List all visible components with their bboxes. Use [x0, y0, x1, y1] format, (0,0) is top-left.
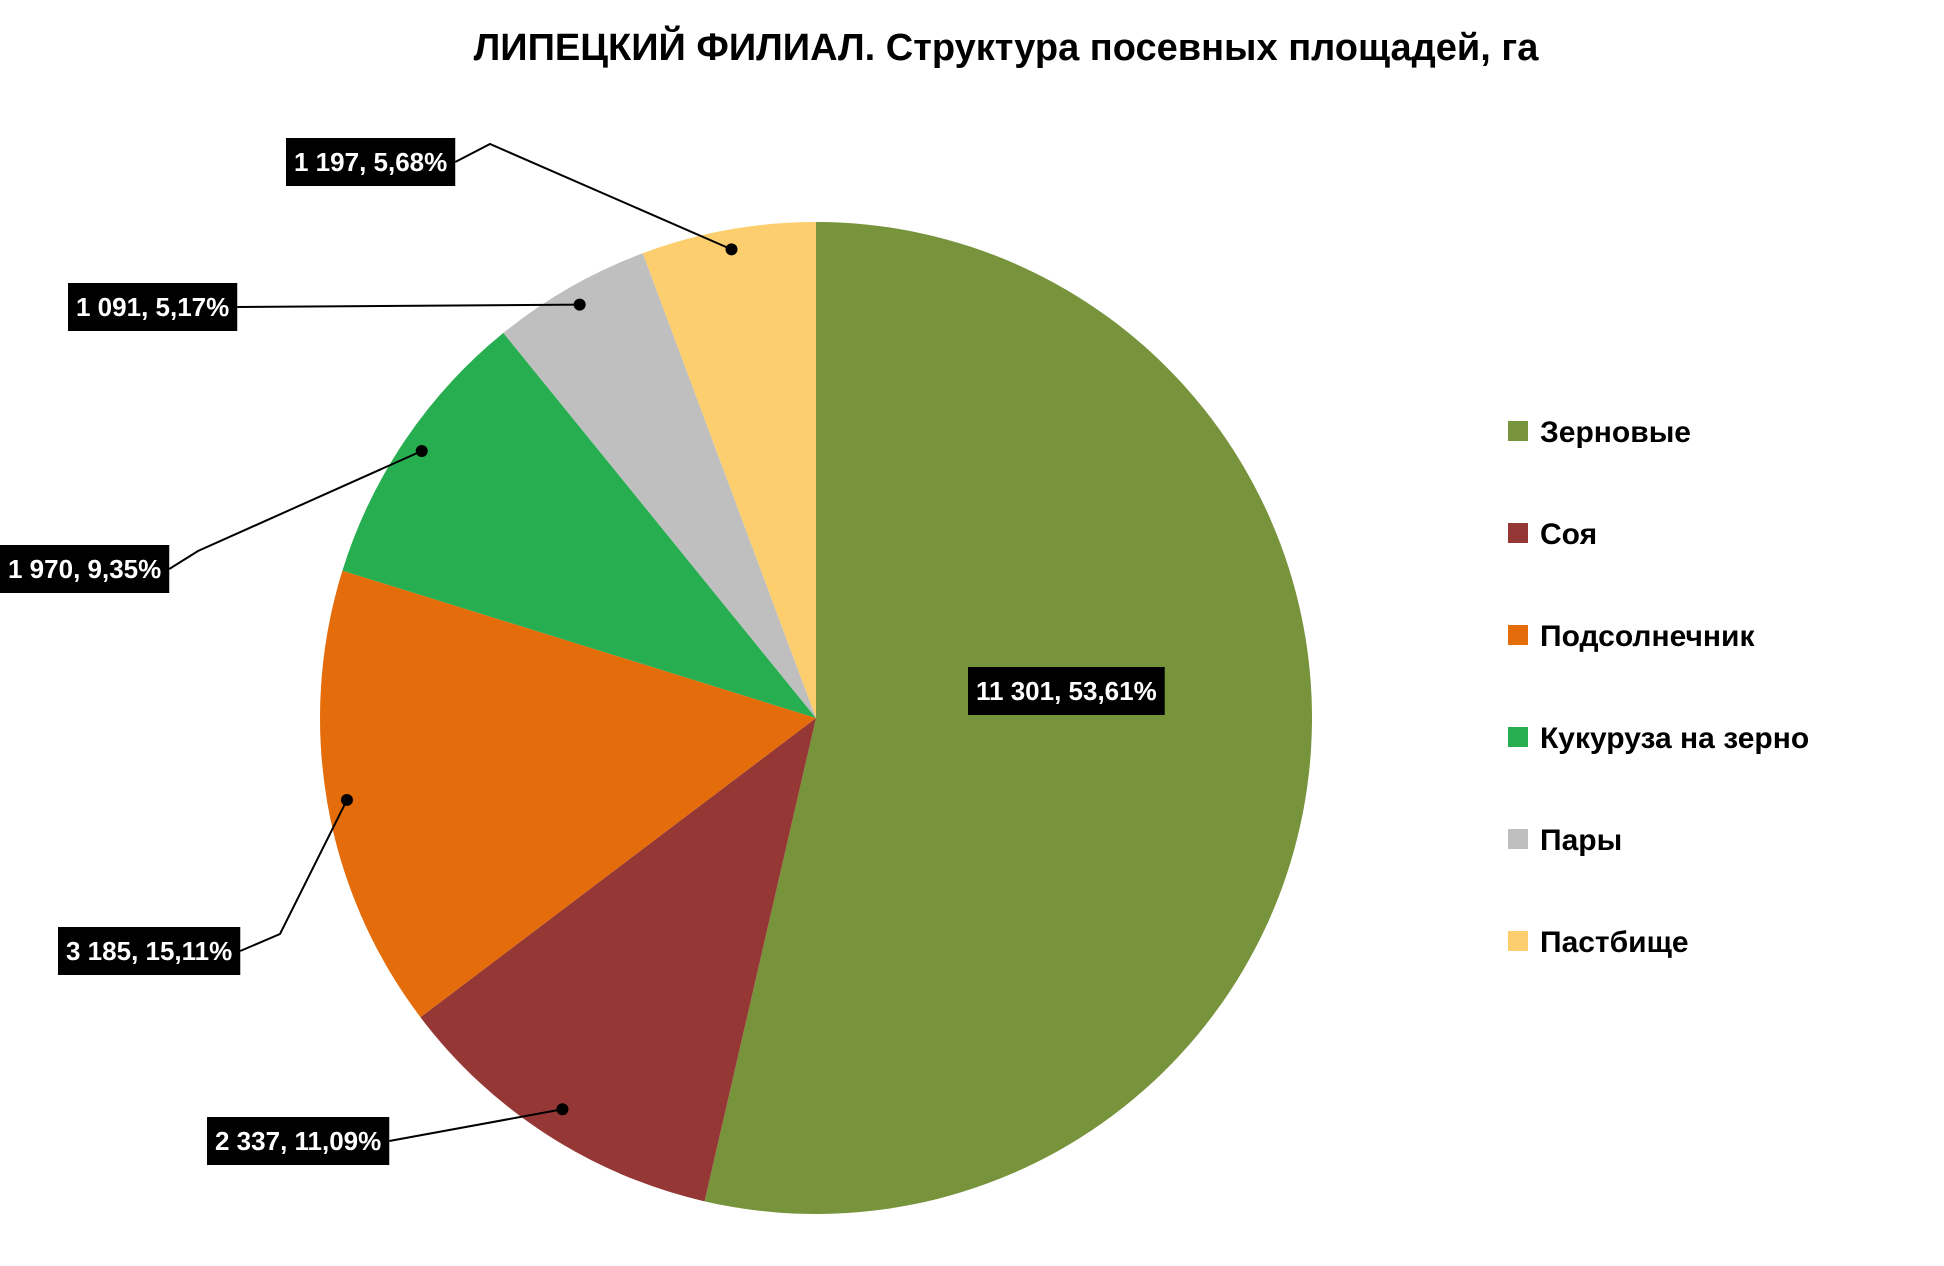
slice-1-data-label: 11 301, 53,61% [976, 676, 1157, 706]
slice-2-wedge [420, 718, 816, 1202]
legend-swatch-6 [1508, 931, 1528, 951]
slice-4-wedge [342, 332, 816, 718]
slice-3-data-label: 3 185, 15,11% [66, 936, 232, 966]
slice-4-data-label: 1 970, 9,35% [8, 554, 161, 584]
slice-1-label-box [968, 667, 1165, 715]
legend-swatch-3 [1508, 625, 1528, 645]
legend-swatch-2 [1508, 523, 1528, 543]
slice-4-leader-line [168, 450, 423, 570]
slice-1-wedge [704, 222, 1313, 1215]
slice-6-data-label: 1 197, 5,68% [294, 147, 447, 177]
slice-4-label-box [0, 545, 170, 593]
slice-5-label-box [68, 283, 238, 331]
legend-label-6: Пастбище [1540, 926, 1689, 959]
legend-label-3: Подсолнечник [1540, 620, 1755, 653]
slice-6-leader-line [454, 142, 732, 251]
slice-3-leader-dot [340, 793, 353, 806]
slice-3-label-box [58, 927, 241, 975]
slice-5-wedge [503, 253, 816, 719]
slice-5-data-label: 1 091, 5,17% [76, 292, 229, 322]
slice-4-leader-dot [415, 444, 428, 457]
data-labels: 11 301, 53,61% 2 337, 11,09% 3 185, 15,11%… [0, 138, 1165, 1165]
pie-slices [319, 222, 1313, 1215]
legend-swatch-1 [1508, 421, 1528, 441]
slice-2-data-label: 2 337, 11,09% [215, 1126, 381, 1156]
legend-swatch-4 [1508, 727, 1528, 747]
slice-5-leader-line [237, 303, 580, 308]
label-leader-lines [168, 142, 738, 1142]
slice-5-leader-dot [573, 298, 586, 311]
legend-label-5: Пары [1540, 824, 1622, 857]
slice-2-leader-line [389, 1108, 563, 1142]
slice-6-label-box [286, 138, 456, 186]
slice-3-wedge [319, 570, 816, 1018]
legend: Зерновые Соя Подсолнечник Кукуруза на зерно… [1508, 416, 1809, 959]
legend-swatch-5 [1508, 829, 1528, 849]
slice-3-leader-line [239, 799, 348, 952]
legend-label-1: Зерновые [1540, 416, 1691, 449]
slice-2-leader-dot [556, 1103, 569, 1116]
slice-6-leader-dot [725, 243, 738, 256]
slice-6-wedge [642, 222, 816, 718]
chart-title: ЛИПЕЦКИЙ ФИЛИАЛ. Структура посевных площ… [474, 24, 1540, 69]
slice-2-label-box [207, 1117, 390, 1165]
legend-label-4: Кукуруза на зерно [1540, 722, 1809, 755]
legend-label-2: Соя [1540, 518, 1597, 551]
